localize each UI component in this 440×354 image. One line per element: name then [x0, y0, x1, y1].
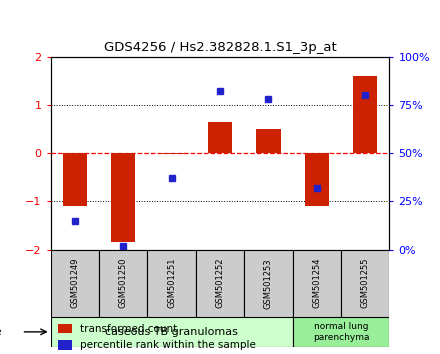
Bar [208, 122, 232, 153]
FancyBboxPatch shape [99, 250, 147, 317]
Text: GSM501250: GSM501250 [119, 258, 128, 308]
Bar [59, 324, 72, 333]
Bar [63, 153, 87, 206]
FancyBboxPatch shape [293, 317, 389, 347]
FancyBboxPatch shape [293, 250, 341, 317]
FancyBboxPatch shape [51, 317, 293, 347]
Text: cell type: cell type [0, 327, 1, 337]
Bar [305, 153, 329, 206]
Bar [256, 129, 281, 153]
FancyBboxPatch shape [51, 250, 99, 317]
Text: caseous TB granulomas: caseous TB granulomas [105, 327, 238, 337]
Text: GSM501252: GSM501252 [216, 258, 224, 308]
Bar [353, 76, 377, 153]
Text: GSM501255: GSM501255 [361, 258, 370, 308]
Bar [159, 153, 183, 154]
FancyBboxPatch shape [147, 250, 196, 317]
Text: normal lung
parenchyma: normal lung parenchyma [313, 322, 369, 342]
Text: GSM501254: GSM501254 [312, 258, 321, 308]
FancyBboxPatch shape [341, 250, 389, 317]
Text: percentile rank within the sample: percentile rank within the sample [80, 340, 256, 350]
FancyBboxPatch shape [244, 250, 293, 317]
Text: GSM501251: GSM501251 [167, 258, 176, 308]
Bar [59, 340, 72, 350]
Text: GSM501253: GSM501253 [264, 258, 273, 309]
Text: transformed count: transformed count [80, 324, 177, 333]
Title: GDS4256 / Hs2.382828.1.S1_3p_at: GDS4256 / Hs2.382828.1.S1_3p_at [104, 41, 336, 54]
Text: GSM501249: GSM501249 [70, 258, 79, 308]
FancyBboxPatch shape [196, 250, 244, 317]
Bar [111, 153, 136, 242]
